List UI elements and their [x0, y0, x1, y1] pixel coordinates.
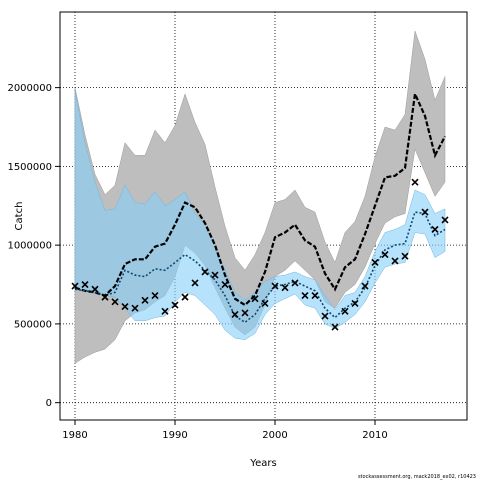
- observed-point-stroke: [171, 301, 179, 309]
- observed-point-stroke: [421, 208, 429, 216]
- observed-point: [351, 299, 359, 307]
- observed-point: [191, 279, 199, 287]
- observed-point: [201, 268, 209, 276]
- observed-point: [391, 257, 399, 265]
- footnote: stockassessment.org, mack2018_ex02, r104…: [358, 474, 476, 480]
- y-tick-label: 1000000: [7, 241, 52, 252]
- observed-point-stroke: [441, 216, 449, 224]
- observed-point: [131, 304, 139, 312]
- observed-point: [151, 291, 159, 300]
- observed-point-stroke: [91, 285, 99, 293]
- observed-point: [281, 284, 289, 292]
- observed-point-stroke: [351, 299, 359, 307]
- observed-point: [371, 258, 379, 267]
- observed-point: [341, 307, 349, 315]
- estimate-line-blue: [74, 211, 446, 324]
- observed-point-stroke: [101, 293, 109, 301]
- blue-confidence-band: [74, 90, 446, 340]
- observed-point-stroke: [341, 307, 349, 315]
- observed-point-stroke: [321, 312, 329, 320]
- observed-point-stroke: [381, 251, 389, 259]
- observed-point: [101, 293, 109, 301]
- estimate-line-black: [74, 89, 446, 307]
- observed-point-stroke: [251, 295, 259, 303]
- axes: 1980 1990 2000 2010 0 500000 1000000 1500000 200…: [7, 83, 387, 441]
- observed-point: [401, 252, 409, 260]
- x-tick-label: 2010: [362, 430, 387, 441]
- observed-point-stroke: [111, 298, 119, 306]
- observed-point-stroke: [181, 293, 189, 301]
- observed-point-stroke: [201, 268, 209, 276]
- observed-point: [361, 282, 369, 290]
- observed-point-stroke: [161, 307, 169, 315]
- observed-point: [121, 303, 129, 311]
- observed-point-stroke: [141, 296, 149, 304]
- observed-point: [221, 280, 229, 289]
- observed-point: [171, 301, 179, 309]
- y-tick-label: 2000000: [7, 83, 52, 94]
- observed-point: [71, 282, 79, 290]
- observed-point-stroke: [291, 279, 299, 287]
- observed-point-stroke: [261, 299, 269, 307]
- series-lines: [74, 89, 446, 324]
- observed-point: [241, 309, 249, 317]
- observed-point-stroke: [371, 258, 379, 267]
- observed-point: [431, 225, 439, 233]
- observed-point: [311, 291, 319, 300]
- observed-point-stroke: [311, 291, 319, 300]
- observed-point-stroke: [241, 309, 249, 317]
- x-tick-label: 1990: [162, 430, 187, 441]
- observed-point: [161, 307, 169, 315]
- observed-point: [411, 178, 419, 186]
- observed-point-stroke: [221, 280, 229, 289]
- observed-points: [71, 178, 449, 331]
- y-tick-label: 0: [46, 398, 52, 409]
- observed-point-stroke: [121, 303, 129, 311]
- observed-point: [301, 291, 309, 300]
- observed-point: [441, 216, 449, 224]
- observed-point-stroke: [191, 279, 199, 287]
- observed-point-stroke: [411, 178, 419, 186]
- observed-point-stroke: [431, 225, 439, 233]
- observed-point-stroke: [71, 282, 79, 290]
- observed-point: [421, 208, 429, 216]
- observed-point: [231, 310, 239, 319]
- observed-point-stroke: [271, 282, 279, 290]
- observed-point-stroke: [81, 280, 89, 289]
- observed-point-stroke: [331, 323, 339, 331]
- observed-point-stroke: [211, 271, 219, 279]
- observed-point-stroke: [391, 257, 399, 265]
- observed-point: [91, 285, 99, 293]
- y-tick-label: 1500000: [7, 162, 52, 173]
- observed-point: [261, 299, 269, 307]
- observed-point: [271, 282, 279, 290]
- x-axis-label: Years: [249, 458, 276, 469]
- observed-point: [321, 312, 329, 320]
- observed-point-stroke: [361, 282, 369, 290]
- observed-point-stroke: [281, 284, 289, 292]
- x-tick-label: 1980: [62, 430, 87, 441]
- plot-frame: [59, 11, 468, 421]
- observed-point-stroke: [151, 291, 159, 300]
- observed-point: [331, 323, 339, 331]
- observed-point: [381, 251, 389, 259]
- observed-point-stroke: [301, 291, 309, 300]
- observed-point-stroke: [401, 252, 409, 260]
- observed-point: [211, 271, 219, 279]
- observed-point: [251, 295, 259, 303]
- y-tick-label: 500000: [14, 319, 52, 330]
- observed-point: [111, 298, 119, 306]
- observed-point: [181, 293, 189, 301]
- observed-point: [291, 279, 299, 287]
- confidence-bands: [74, 30, 446, 364]
- observed-point-stroke: [231, 310, 239, 319]
- observed-point: [141, 296, 149, 304]
- y-axis-label: Catch: [14, 202, 25, 231]
- observed-point: [81, 280, 89, 289]
- x-tick-label: 2000: [262, 430, 287, 441]
- observed-point-stroke: [131, 304, 139, 312]
